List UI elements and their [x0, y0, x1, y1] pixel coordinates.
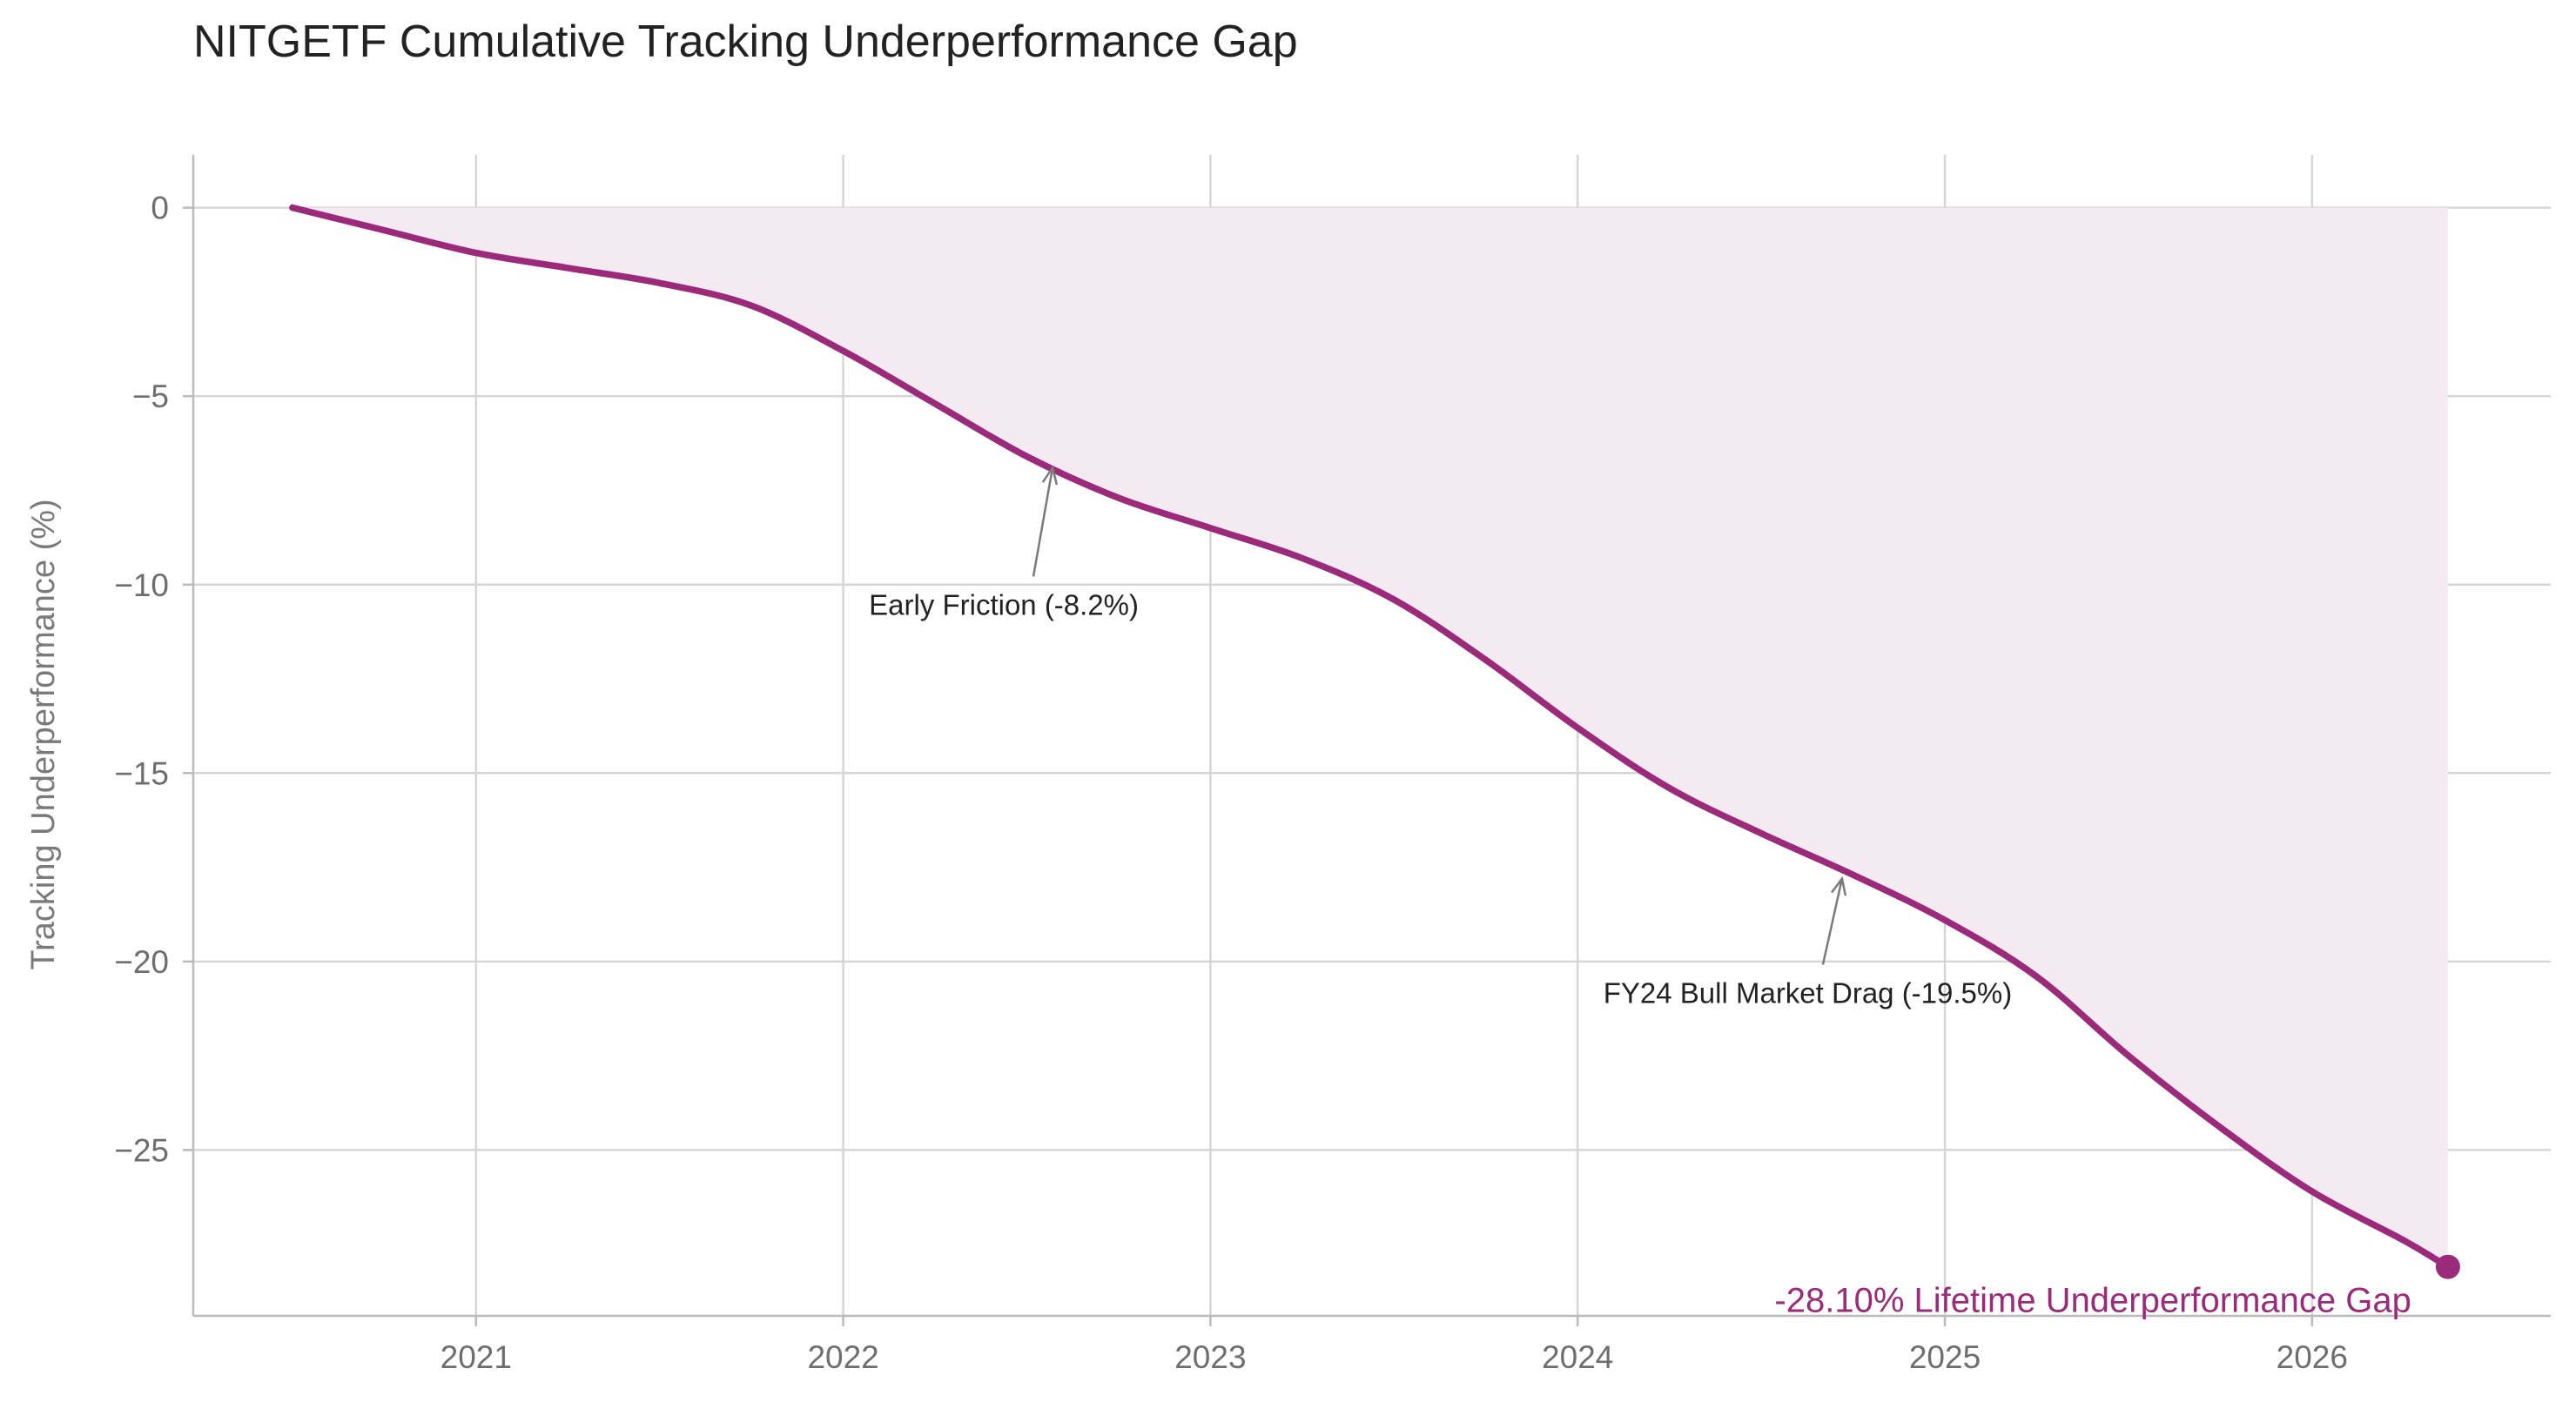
y-tick-label: −10: [114, 567, 169, 603]
y-tick-label: −20: [114, 944, 169, 980]
x-tick-label: 2026: [2277, 1339, 2348, 1375]
x-tick-label: 2025: [1909, 1339, 1981, 1375]
final-point-marker: [2435, 1254, 2460, 1279]
final-point-label: -28.10% Lifetime Underperformance Gap: [1774, 1282, 2411, 1320]
chart-title: NITGETF Cumulative Tracking Underperform…: [193, 17, 1298, 67]
axes: [183, 155, 2551, 1326]
x-tick-label: 2021: [441, 1339, 512, 1375]
annotations: Early Friction (-8.2%) FY24 Bull Market D…: [869, 465, 2411, 1320]
tick-labels: 0 −5 −10 −15 −20 −25 2021 2022 2023 2024 2025 2026: [114, 191, 2348, 1375]
annotation-arrow: [1032, 467, 1054, 577]
annotation-arrowhead: [1041, 465, 1059, 486]
series-line: [289, 204, 2452, 1271]
x-tick-label: 2023: [1174, 1339, 1246, 1375]
y-tick-label: −25: [114, 1132, 169, 1168]
x-tick-label: 2022: [807, 1339, 878, 1375]
y-tick-label: −15: [114, 755, 169, 791]
x-tick-label: 2024: [1542, 1339, 1613, 1375]
annotation-arrowhead: [1830, 875, 1847, 896]
y-tick-label: 0: [151, 191, 169, 226]
annotation-label: Early Friction (-8.2%): [869, 588, 1139, 621]
annotation-label: FY24 Bull Market Drag (-19.5%): [1604, 977, 2013, 1010]
area-fill-layer: [292, 207, 2448, 1267]
y-tick-label: −5: [132, 379, 169, 414]
y-axis-label: Tracking Underperformance (%): [25, 499, 62, 969]
annotation-arrow: [1821, 878, 1844, 965]
series-area-fill: [292, 207, 2448, 1267]
series-line-layer: [289, 204, 2460, 1279]
